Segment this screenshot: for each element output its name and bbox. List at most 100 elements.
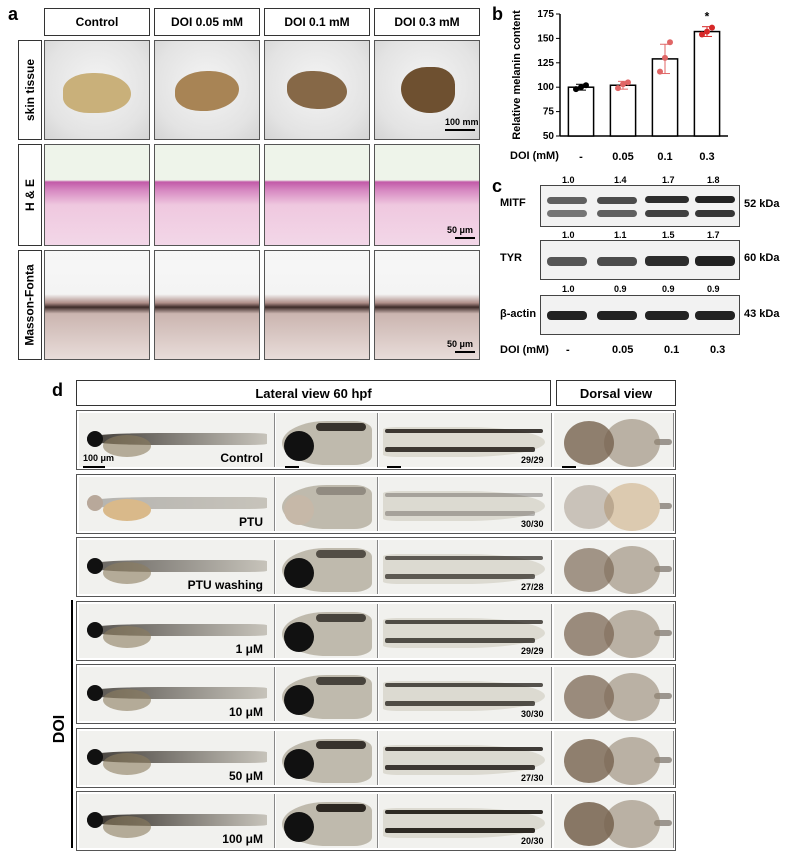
melanin-bar-chart: 50 75 100 125 150 175 Relative melanin content… xyxy=(511,9,728,163)
lateral-trunk-image xyxy=(379,413,552,467)
lateral-head-image xyxy=(276,413,378,467)
doi-label-c: DOI (mM) xyxy=(500,344,549,356)
image-mf-doi-005 xyxy=(154,250,260,360)
zebrafish-row-count: 27/30 xyxy=(521,773,544,783)
blot-mitf xyxy=(540,185,740,227)
lateral-trunk-image xyxy=(379,540,552,594)
zebrafish-row-count: 29/29 xyxy=(521,455,544,465)
image-skin-doi-01 xyxy=(264,40,370,140)
data-point xyxy=(573,86,579,93)
dorsal-image xyxy=(554,731,674,785)
kda-mitf: 52 kDa xyxy=(744,198,780,210)
row-label-masson-fontana: Masson-Fonta xyxy=(18,250,42,360)
lateral-head-image xyxy=(276,477,378,531)
lateral-trunk-image xyxy=(379,731,552,785)
ratio-tyr-1: 1.0 xyxy=(562,230,575,240)
lateral-whole-image xyxy=(79,477,275,531)
y-tick-label: 50 xyxy=(543,131,555,142)
image-he-doi-03: 50 μm xyxy=(374,144,480,246)
scale-bar xyxy=(562,466,576,468)
data-point xyxy=(615,85,621,92)
panel-c-letter: c xyxy=(492,176,503,196)
y-tick-label: 150 xyxy=(537,33,554,44)
data-point xyxy=(578,84,584,91)
x-tick-label: 0.05 xyxy=(612,151,633,163)
blot-actin xyxy=(540,295,740,335)
zebrafish-row-count: 30/30 xyxy=(521,709,544,719)
zebrafish-row: Control 29/29 100 μm xyxy=(76,410,676,470)
panel-b-letter: b xyxy=(492,4,503,24)
dorsal-image xyxy=(554,604,674,658)
lateral-whole-image xyxy=(79,413,275,467)
scale-bar xyxy=(455,351,475,353)
image-mf-doi-01 xyxy=(264,250,370,360)
lateral-trunk-image xyxy=(379,477,552,531)
x-tick-label: 0.1 xyxy=(657,151,672,163)
ratio-actin-1: 1.0 xyxy=(562,284,575,294)
scale-bar xyxy=(387,466,401,468)
ratio-tyr-3: 1.5 xyxy=(662,230,675,240)
data-point xyxy=(667,39,673,46)
data-point xyxy=(583,82,589,89)
scale-bar xyxy=(83,466,105,468)
ratio-actin-4: 0.9 xyxy=(707,284,720,294)
y-tick-label: 125 xyxy=(537,58,554,69)
ratio-mitf-3: 1.7 xyxy=(662,175,675,185)
doi-value-4: 0.3 xyxy=(710,344,726,356)
scale-bar xyxy=(455,237,475,239)
lateral-whole-image xyxy=(79,794,275,848)
scale-label-he: 50 μm xyxy=(447,225,474,235)
ratio-mitf-4: 1.8 xyxy=(707,175,720,185)
blot-label-mitf: MITF xyxy=(500,197,526,209)
scale-label-skin: 100 mm xyxy=(445,117,479,127)
doi-value-1: - xyxy=(566,344,570,356)
col-header-control: Control xyxy=(44,8,150,36)
image-he-doi-005 xyxy=(154,144,260,246)
lateral-head-image xyxy=(276,667,378,721)
ratio-mitf-1: 1.0 xyxy=(562,175,575,185)
data-point xyxy=(657,68,663,75)
zebrafish-row: 100 μM 20/30 xyxy=(76,791,676,851)
y-tick-label: 175 xyxy=(537,9,554,20)
lateral-head-image xyxy=(276,794,378,848)
lateral-head-image xyxy=(276,604,378,658)
zebrafish-scale-label: 100 μm xyxy=(83,453,115,463)
x-tick-label: 0.3 xyxy=(699,151,714,163)
zebrafish-row-label: Control xyxy=(220,451,263,465)
data-point xyxy=(620,81,626,88)
y-tick-label: 75 xyxy=(543,107,555,118)
kda-tyr: 60 kDa xyxy=(744,252,780,264)
image-he-doi-01 xyxy=(264,144,370,246)
bar xyxy=(693,30,721,137)
col-header-doi-03: DOI 0.3 mM xyxy=(374,8,480,36)
kda-actin: 43 kDa xyxy=(744,308,780,320)
doi-group-label: DOI xyxy=(51,714,69,744)
scale-bar xyxy=(445,129,475,131)
ratio-tyr-4: 1.7 xyxy=(707,230,720,240)
dorsal-image xyxy=(554,413,674,467)
x-tick-label: - xyxy=(579,151,583,163)
image-skin-doi-03: 100 mm xyxy=(374,40,480,140)
doi-value-2: 0.05 xyxy=(612,344,634,356)
y-axis-label: Relative melanin content xyxy=(511,10,523,140)
zebrafish-row: PTU 30/30 xyxy=(76,474,676,534)
lateral-whole-image xyxy=(79,731,275,785)
zebrafish-row-label: 50 μM xyxy=(228,769,263,783)
col-header-doi-005: DOI 0.05 mM xyxy=(154,8,260,36)
image-he-control xyxy=(44,144,150,246)
data-point xyxy=(704,28,710,35)
lateral-whole-image xyxy=(79,667,275,721)
doi-value-3: 0.1 xyxy=(664,344,680,356)
zebrafish-row-count: 29/29 xyxy=(521,646,544,656)
lateral-whole-image xyxy=(79,604,275,658)
ratio-tyr-2: 1.1 xyxy=(614,230,627,240)
data-point xyxy=(709,24,715,31)
panel-d-letter: d xyxy=(52,380,63,400)
image-skin-doi-005 xyxy=(154,40,260,140)
scale-label-mf: 50 μm xyxy=(447,339,474,349)
lateral-trunk-image xyxy=(379,794,552,848)
zebrafish-row: 50 μM 27/30 xyxy=(76,728,676,788)
zebrafish-row: 10 μM 30/30 xyxy=(76,664,676,724)
data-point xyxy=(662,54,668,61)
zebrafish-row-label: 100 μM xyxy=(222,832,263,846)
